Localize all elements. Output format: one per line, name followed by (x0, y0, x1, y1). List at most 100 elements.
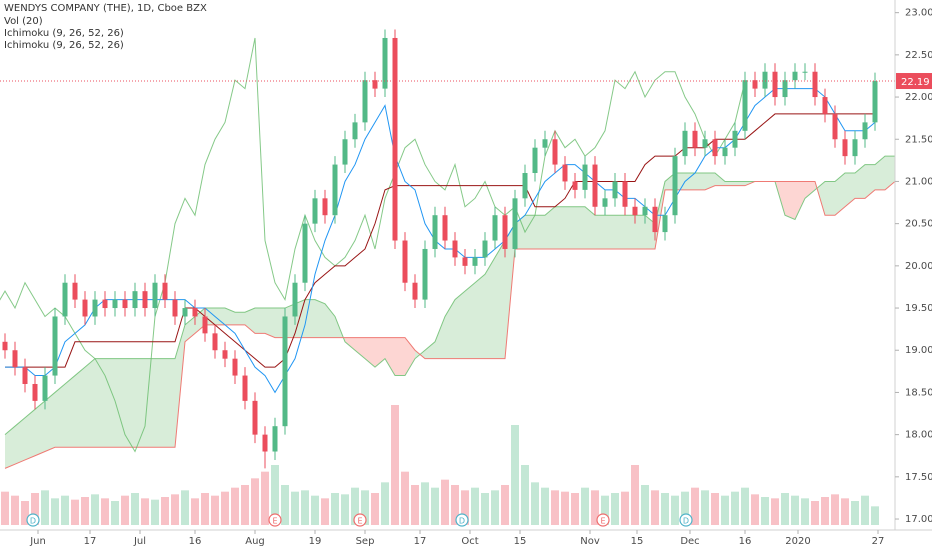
volume-bar (191, 498, 199, 525)
volume-bar (851, 501, 859, 525)
event-label: E (357, 517, 362, 526)
candle-body (222, 350, 228, 359)
candle-body (92, 299, 98, 317)
volume-bar (741, 487, 749, 525)
volume-bar (761, 497, 769, 525)
candle-body (382, 37, 388, 89)
candle-body (732, 130, 738, 148)
volume-bar (441, 479, 449, 525)
candle-body (682, 130, 688, 157)
volume-bar (181, 490, 189, 525)
cloud-segment (125, 358, 135, 448)
candle-body (722, 147, 728, 157)
cloud-segment (725, 181, 735, 186)
volume-bar (601, 495, 609, 525)
x-tick-label: Aug (245, 536, 265, 547)
candle-body (242, 375, 248, 401)
indicator-label: Ichimoku (9, 26, 52, 26) (4, 28, 124, 39)
cloud-segment (545, 206, 555, 249)
volume-bar (801, 498, 809, 525)
candle-body (182, 308, 188, 317)
cloud-segment (105, 358, 115, 448)
candle-body (132, 291, 138, 309)
volume-bar (401, 471, 409, 525)
volume-bar (531, 482, 539, 525)
x-tick-label: Oct (461, 536, 478, 547)
cloud-segment (695, 173, 705, 190)
volume-bar (91, 494, 99, 525)
candle-body (202, 316, 208, 334)
volume-bar (391, 405, 399, 525)
candle-body (852, 139, 858, 157)
volume-bar (281, 485, 289, 525)
candle-body (872, 81, 878, 123)
candle-body (492, 215, 498, 241)
x-tick-label: 17 (84, 536, 97, 547)
candle-body (42, 375, 48, 401)
event-marker (679, 513, 693, 527)
volume-bar (751, 494, 759, 525)
volume-bar (811, 501, 819, 525)
candle-body (282, 316, 288, 427)
volume-bar (421, 482, 429, 525)
candle-body (342, 139, 348, 165)
volume-bar (61, 495, 69, 525)
cloud-segment (585, 206, 595, 249)
x-tick-label: Jun (29, 536, 46, 547)
cloud-segment (635, 215, 645, 249)
indicator-label: Ichimoku (9, 26, 52, 26) (4, 40, 124, 51)
cloud-segment (85, 358, 95, 448)
x-tick-label: 27 (872, 536, 885, 547)
candle-body (192, 308, 198, 317)
x-tick-label: Nov (580, 536, 600, 547)
cloud-segment (685, 173, 695, 190)
cloud-segment (425, 341, 435, 359)
candle-body (212, 333, 218, 351)
candle-body (162, 282, 168, 300)
volume-bar (461, 490, 469, 525)
cloud-segment (5, 426, 15, 469)
volume-bar (501, 485, 509, 525)
candle-body (612, 181, 618, 199)
candle-body (172, 299, 178, 317)
candle-body (2, 341, 8, 351)
cloud-segment (265, 308, 275, 338)
candle-body (352, 122, 358, 140)
volume-bar (11, 495, 19, 525)
volume-bar (221, 491, 229, 525)
candle-body (752, 80, 758, 89)
volume-bar (381, 482, 389, 525)
volume-bar (641, 485, 649, 525)
cloud-segment (75, 367, 85, 448)
candle-body (642, 206, 648, 216)
volume-bar (251, 478, 259, 525)
candle-body (142, 291, 148, 309)
volume-bar (121, 495, 129, 525)
volume-bar (351, 487, 359, 525)
volume-bar (81, 497, 89, 525)
volume-bar (31, 493, 39, 525)
cloud-segment (385, 337, 395, 376)
last-price-box (896, 73, 932, 90)
candle-body (102, 299, 108, 309)
candle-body (362, 80, 368, 123)
volume-bar (701, 490, 709, 525)
y-tick-label: 19.50 (905, 303, 932, 314)
candle-body (862, 122, 868, 140)
volume-bar (521, 465, 529, 525)
cloud-segment (595, 215, 605, 249)
candle-body (782, 80, 788, 98)
volume-bar (711, 493, 719, 525)
volume-bar (791, 495, 799, 525)
volume-bar (431, 487, 439, 525)
cloud-segment (795, 181, 805, 220)
candle-body (542, 139, 548, 148)
volume-bar (331, 493, 339, 525)
candle-body (452, 240, 458, 258)
chart-title: WENDYS COMPANY (THE), 1D, Cboe BZX (4, 3, 207, 14)
candle-body (812, 71, 818, 98)
cloud-segment (555, 206, 565, 249)
candle-body (522, 173, 528, 199)
volume-bar (721, 495, 729, 525)
volume-bar (161, 497, 169, 525)
